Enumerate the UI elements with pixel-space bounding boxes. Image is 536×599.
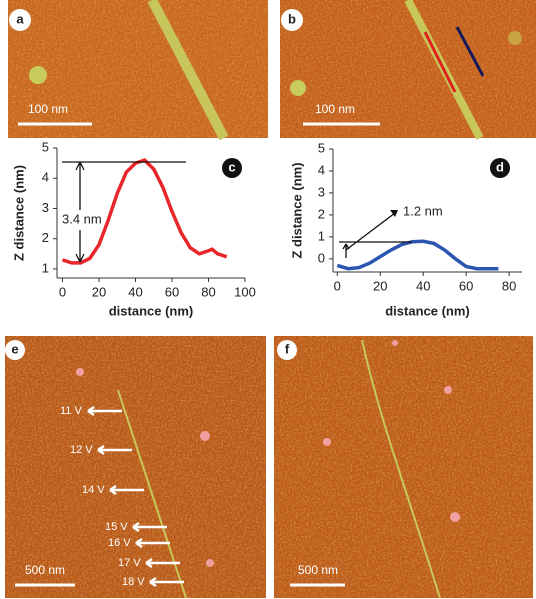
scale-bar-label: 500 nm (298, 563, 338, 577)
x-tick-label: 20 (373, 278, 387, 293)
y-tick-label: 3 (318, 184, 325, 199)
x-axis-label: distance (nm) (385, 303, 470, 318)
x-axis-label: distance (nm) (109, 303, 194, 318)
y-axis-label: Z distance (nm) (11, 165, 26, 261)
voltage-label: 16 V (108, 537, 131, 549)
x-tick-label: 40 (416, 278, 430, 293)
voltage-label: 14 V (82, 484, 105, 496)
x-tick-label: 60 (459, 278, 473, 293)
voltage-label: 17 V (118, 557, 141, 569)
x-tick-label: 0 (59, 284, 66, 299)
x-tick-label: 20 (92, 284, 106, 299)
annotation: 3.4 nm (62, 211, 102, 226)
y-tick-label: 1 (42, 260, 49, 275)
scale-bar-label: 500 nm (25, 563, 65, 577)
panel-label: a (16, 11, 24, 26)
y-tick-label: 4 (42, 170, 49, 185)
annotation: 1.2 nm (403, 203, 443, 218)
y-tick-label: 2 (318, 206, 325, 221)
x-tick-label: 80 (502, 278, 516, 293)
voltage-label: 11 V (60, 405, 82, 417)
x-tick-label: 60 (165, 284, 179, 299)
y-tick-label: 1 (318, 228, 325, 243)
figure: a 100 nm b 100 nm e 500 nm f (0, 0, 536, 599)
panel-label: c (228, 159, 235, 174)
scale-bar-label: 100 nm (315, 102, 355, 116)
voltage-label: 12 V (70, 444, 93, 456)
scale-bar-label: 100 nm (28, 102, 68, 116)
y-tick-label: 3 (42, 200, 49, 215)
annotation-line (339, 213, 412, 258)
x-tick-label: 100 (234, 284, 256, 299)
y-tick-label: 2 (42, 230, 49, 245)
y-tick-label: 4 (318, 162, 325, 177)
y-axis-label: Z distance (nm) (289, 162, 304, 258)
data-line (337, 241, 498, 268)
panel-label: b (288, 11, 296, 26)
y-tick-label: 5 (318, 140, 325, 155)
x-tick-label: 40 (128, 284, 142, 299)
panel-f: f 500 nm (274, 336, 533, 598)
x-tick-label: 80 (201, 284, 215, 299)
voltage-label: 15 V (105, 521, 128, 533)
panel-label: d (496, 159, 504, 174)
y-tick-label: 0 (318, 250, 325, 265)
x-tick-label: 0 (334, 278, 341, 293)
panel-b: b 100 nm (280, 0, 536, 138)
voltage-label: 18 V (122, 576, 145, 588)
panel-label: f (285, 341, 290, 356)
y-tick-label: 5 (42, 139, 49, 154)
panel-a: a 100 nm (8, 0, 268, 138)
panel-label: e (11, 341, 18, 356)
